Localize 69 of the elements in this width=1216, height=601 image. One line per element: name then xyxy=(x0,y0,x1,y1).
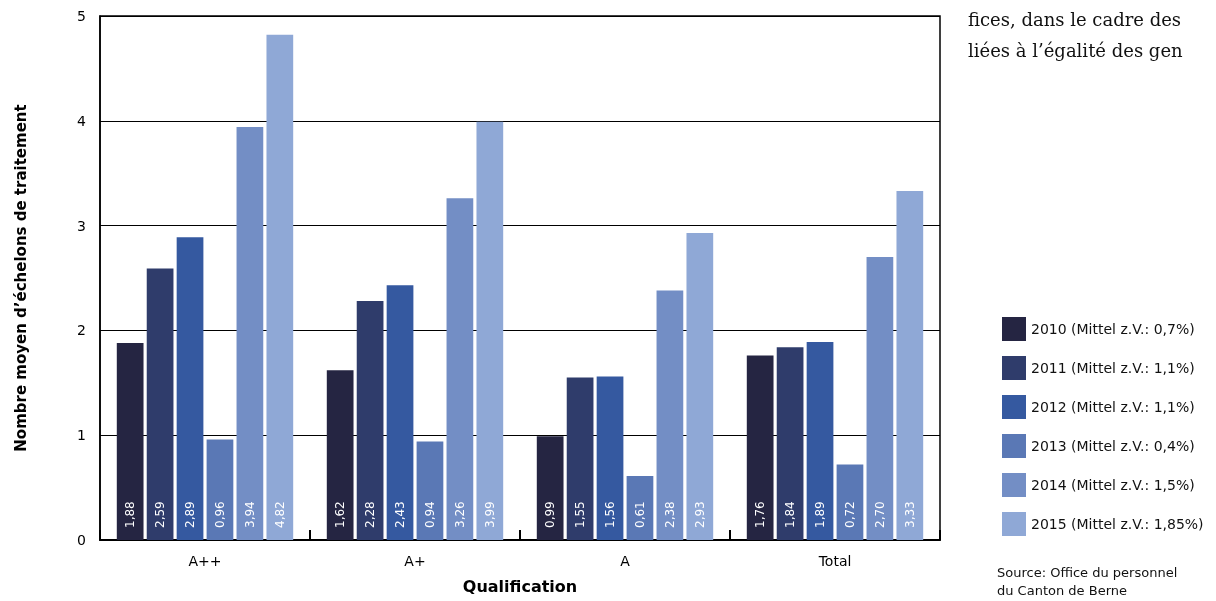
data-label: 2,43 xyxy=(393,501,408,528)
data-label: 3,26 xyxy=(452,501,467,528)
data-label: 2,59 xyxy=(153,501,168,528)
bar xyxy=(896,191,924,540)
x-axis-title: Qualification xyxy=(462,576,578,596)
bar xyxy=(236,127,264,540)
y-tick-label: 5 xyxy=(77,8,86,24)
bar xyxy=(536,436,564,540)
bar xyxy=(356,301,384,540)
data-label: 3,99 xyxy=(482,501,497,528)
source-note: Source: Office du personnel du Canton de Berne xyxy=(997,564,1178,598)
data-label: 1,56 xyxy=(603,501,618,528)
data-label: 0,96 xyxy=(212,501,227,528)
bar xyxy=(836,464,864,540)
data-label: 0,99 xyxy=(543,501,558,528)
data-label: 2,38 xyxy=(662,501,677,528)
x-tick-label: Total xyxy=(817,553,852,569)
bar xyxy=(686,232,714,540)
y-tick-label: 4 xyxy=(77,112,87,129)
bar xyxy=(746,355,774,540)
data-label: 2,28 xyxy=(363,501,378,528)
data-label: 2,93 xyxy=(692,501,707,528)
bar xyxy=(146,268,174,540)
legend-label: 2012 (Mittel z.V.: 1,1%) xyxy=(1031,399,1195,415)
legend-label: 2014 (Mittel z.V.: 1,5%) xyxy=(1031,477,1195,493)
data-label: 3,94 xyxy=(242,501,257,528)
bar xyxy=(806,341,834,540)
x-tick-label: A xyxy=(620,553,631,569)
data-label: 1,84 xyxy=(783,501,798,528)
y-tick-label: 1 xyxy=(77,427,86,444)
data-label: 3,33 xyxy=(902,501,917,528)
bar xyxy=(416,441,444,540)
bar xyxy=(776,347,804,540)
bar xyxy=(446,198,474,540)
bar xyxy=(176,237,204,540)
bar xyxy=(206,439,234,540)
y-tick-label: 3 xyxy=(77,217,86,234)
data-label: 0,72 xyxy=(842,501,857,528)
y-tick-label: 0 xyxy=(77,532,86,548)
bar xyxy=(596,376,624,540)
bar xyxy=(866,257,894,540)
data-label: 1,76 xyxy=(753,501,768,528)
y-tick-label: 2 xyxy=(77,322,86,339)
text: liées à l’égalité des gen xyxy=(968,39,1184,61)
y-axis-title: Nombre moyen d’échelons de traitement xyxy=(11,104,30,452)
data-label: 0,61 xyxy=(632,501,647,528)
bar xyxy=(266,34,294,540)
bar xyxy=(626,476,654,540)
legend-label: 2010 (Mittel z.V.: 0,7%) xyxy=(1031,321,1195,337)
bar xyxy=(326,370,354,540)
data-label: 4,82 xyxy=(272,501,287,528)
legend-label: 2015 (Mittel z.V.: 1,85%) xyxy=(1031,516,1204,532)
text: fices, dans le cadre des xyxy=(968,8,1182,30)
bar xyxy=(386,285,414,540)
data-label: 2,70 xyxy=(872,501,887,528)
data-label: 1,55 xyxy=(573,501,588,528)
bar xyxy=(116,342,144,540)
data-label: 0,94 xyxy=(422,501,437,528)
legend-label: 2011 (Mittel z.V.: 1,1%) xyxy=(1031,360,1195,376)
x-tick-label: A++ xyxy=(188,553,222,569)
data-label: 1,89 xyxy=(813,501,828,528)
data-label: 1,88 xyxy=(123,501,138,528)
data-label: 2,89 xyxy=(183,501,198,528)
bar xyxy=(566,377,594,540)
bar xyxy=(656,290,684,540)
bar xyxy=(476,121,504,540)
x-tick-label: A+ xyxy=(404,553,426,569)
data-label: 1,62 xyxy=(333,501,348,528)
legend-label: 2013 (Mittel z.V.: 0,4%) xyxy=(1031,438,1195,454)
